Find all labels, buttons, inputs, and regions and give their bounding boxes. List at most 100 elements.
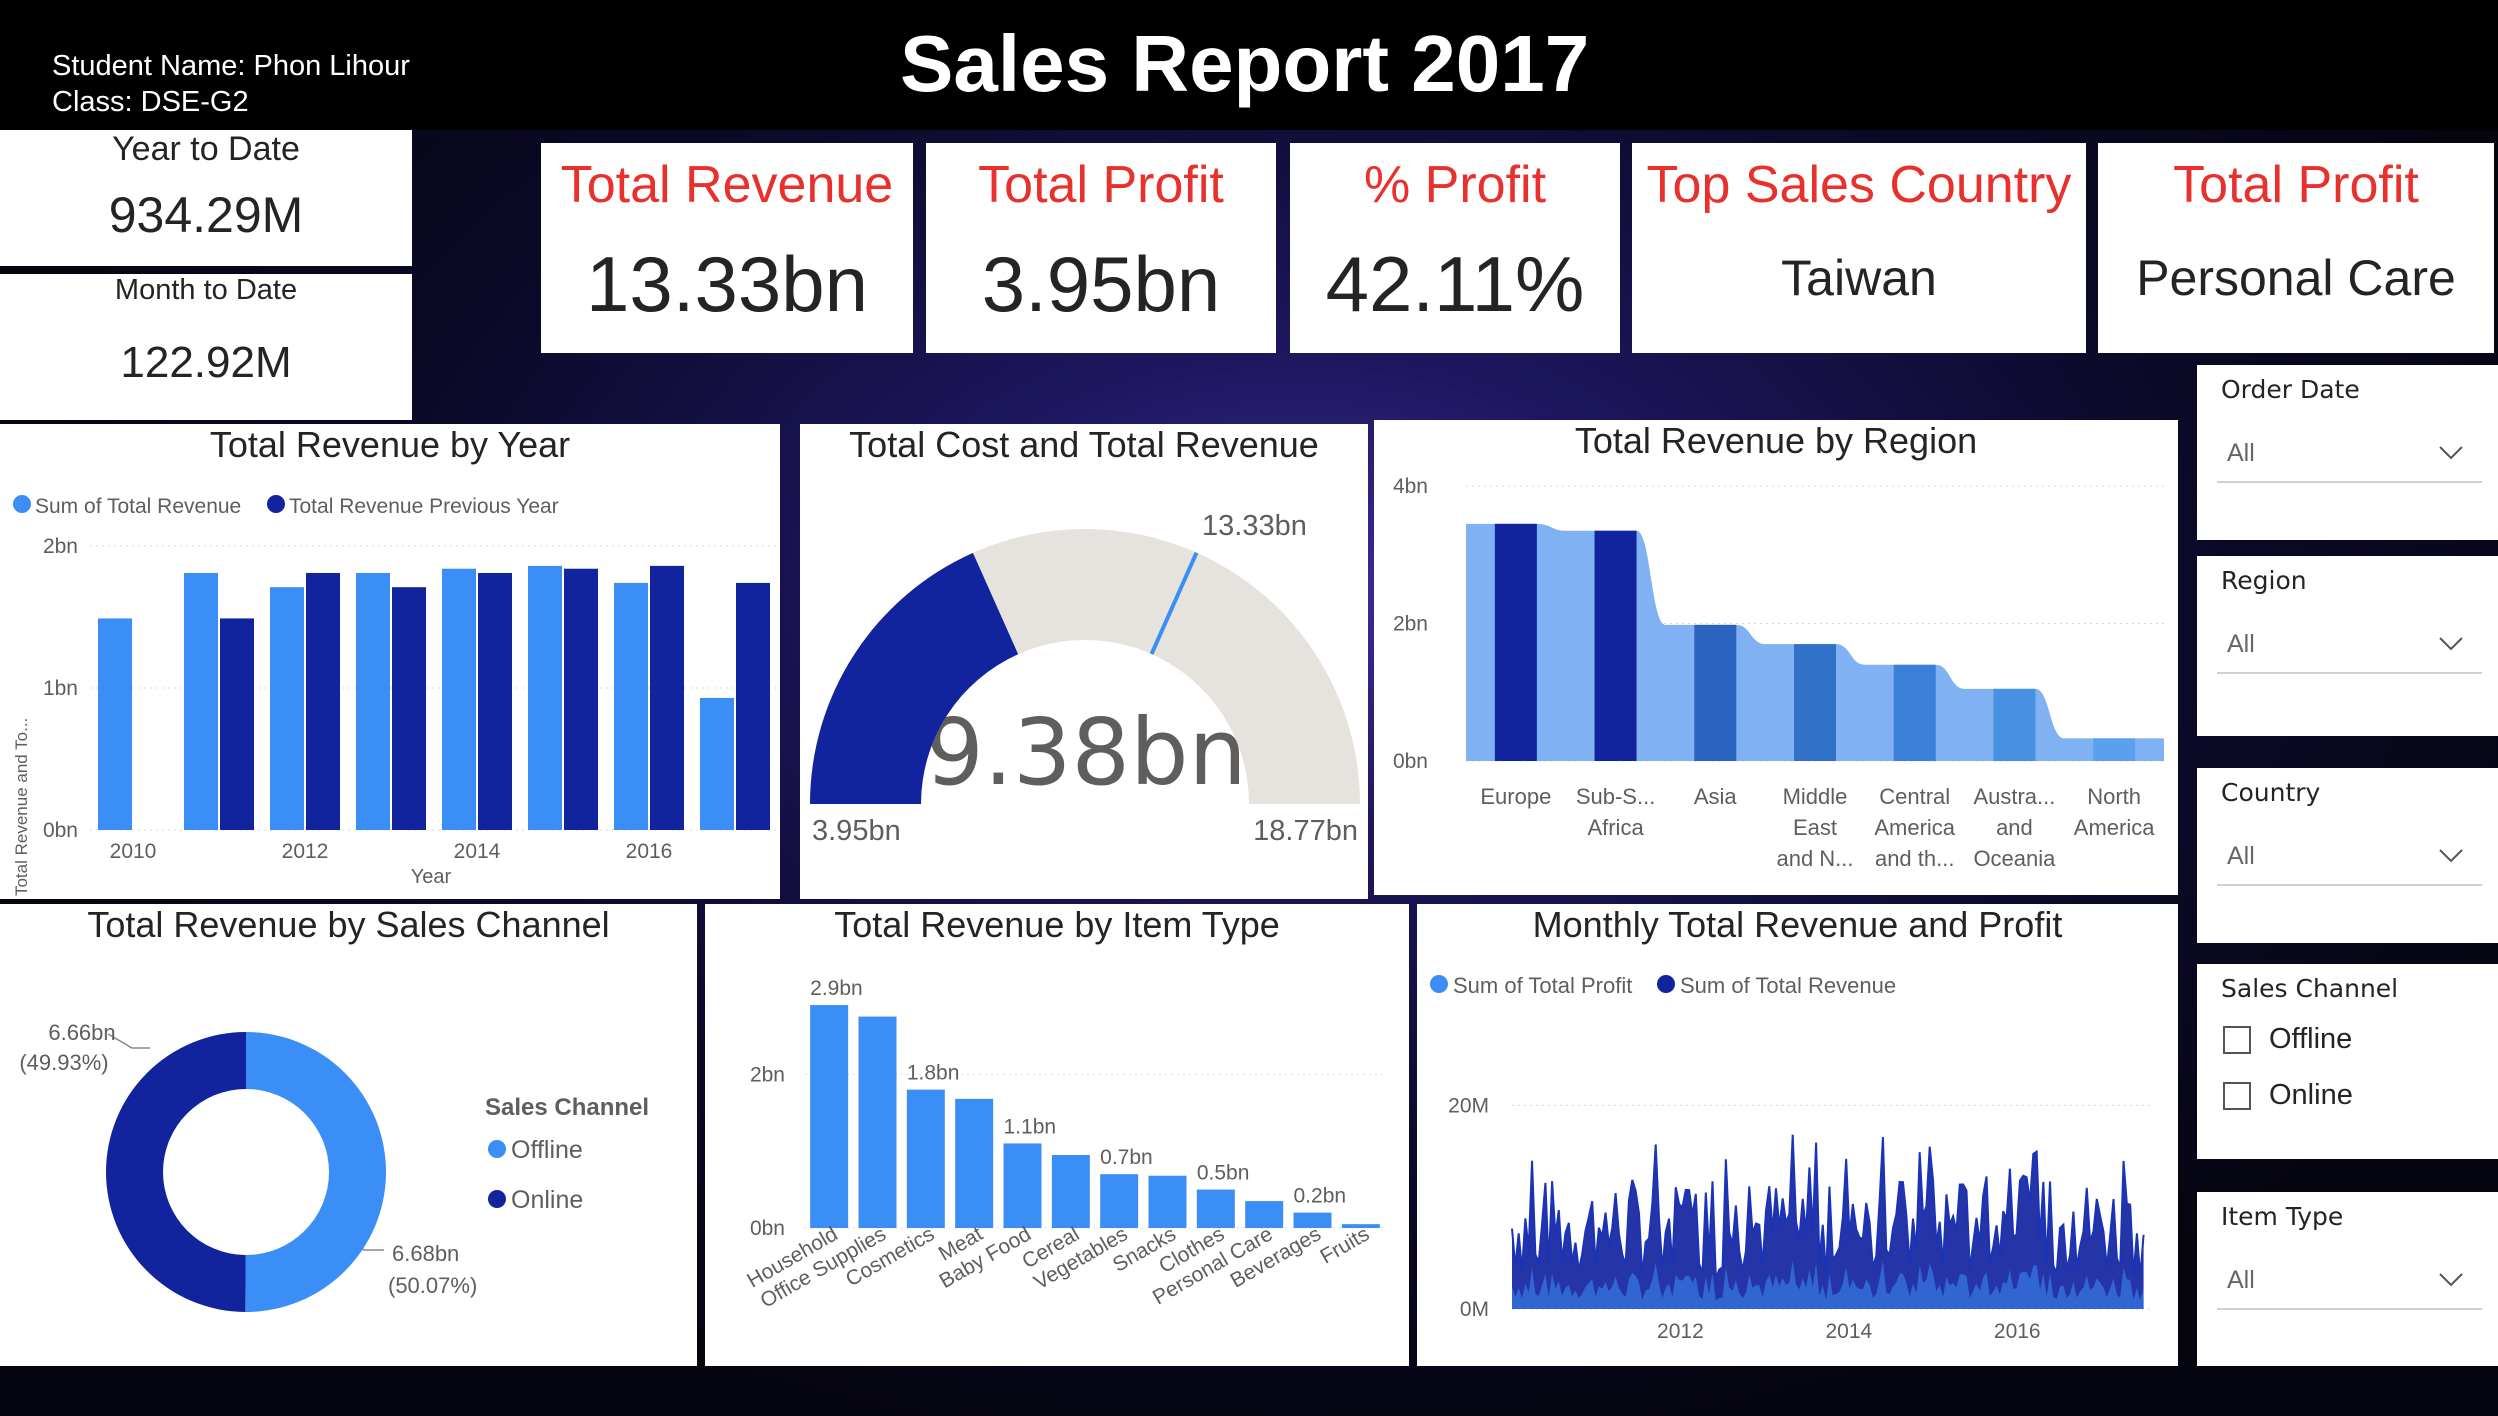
kpi-total-profit: Total Profit 3.95bn [926,143,1276,353]
bar-previous-year [736,582,770,830]
x-tick-label: Oceania [1973,846,2056,871]
revenue-area [1512,1134,2144,1309]
x-tick-label: Africa [1587,815,1644,840]
ribbon-area [1466,523,2164,761]
bar-region [1694,624,1737,761]
slicer-title: Sales Channel [2221,974,2399,1003]
bar-item-type [1341,1224,1380,1228]
legend-label-previous-year: Total Revenue Previous Year [289,495,559,518]
y-tick-label: 0M [1460,1298,1489,1321]
offline-checkbox[interactable] [2223,1026,2251,1054]
gauge-value-label: 9.38bn [925,699,1247,806]
chevron-down-icon [2439,849,2463,863]
offline-checkbox-label[interactable]: Offline [2269,1023,2353,1055]
gauge-target-marker [1149,551,1199,655]
bar-item-type [810,1005,849,1228]
kpi-label: Total Revenue [560,156,894,214]
item-type-dropdown[interactable]: All [2217,1252,2482,1310]
kpi-label: Total Profit [2173,156,2419,214]
bar-region [1893,664,1936,761]
chart-revenue-by-region: Total Revenue by Region 0bn 2bn 4bn Europe S… [1374,420,2178,895]
slicer-item-type: Item Type All [2197,1192,2498,1366]
slicer-title: Region [2221,566,2307,595]
chart-revenue-by-channel: Total Revenue by Sales Channel Sales Cha… [0,904,697,1366]
bar-item-type [1245,1201,1284,1228]
label-offline-value: 6.68bn [392,1241,459,1266]
x-tick-label: East [1793,815,1837,840]
x-tick-label: Central [1879,784,1950,809]
y-axis-title: Sum of Total Revenue and To... [12,718,31,899]
kpi-value: Personal Care [2136,250,2456,306]
order-date-dropdown[interactable]: All [2217,425,2482,483]
chevron-down-icon [2439,1273,2463,1287]
region-dropdown[interactable]: All [2217,616,2482,674]
bar-item-type [955,1098,994,1228]
x-tick-label: Sub-S... [1576,784,1655,809]
x-tick-label: 2016 [626,840,673,863]
legend-label-online: Online [511,1186,583,1214]
slicer-title: Country [2221,778,2321,807]
x-tick-label: 2010 [110,840,157,863]
chart-cost-revenue-gauge: Total Cost and Total Revenue 9.38bn 3.95… [800,424,1368,899]
slicer-title: Order Date [2221,375,2360,404]
chevron-down-icon [2439,637,2463,651]
bar-region [2093,738,2136,761]
kpi-value: Taiwan [1781,250,1937,306]
slicer-order-date: Order Date All [2197,365,2498,540]
legend-label-revenue: Sum of Total Revenue [1680,973,1896,998]
online-checkbox-label[interactable]: Online [2269,1079,2353,1111]
legend-marker-offline [488,1140,506,1158]
kpi-top-profit-item: Total Profit Personal Care [2098,143,2494,353]
y-tick-label: 20M [1448,1094,1489,1117]
x-tick-label: Fruits [1316,1222,1373,1268]
x-tick-label: Asia [1694,784,1738,809]
student-name: Student Name: Phon Lihour [52,50,410,82]
kpi-label: Total Profit [978,156,1224,214]
x-axis-title: Year [411,866,452,888]
bar-revenue [700,697,734,830]
gauge-target-label: 13.33bn [1202,510,1307,542]
data-label: 0.5bn [1197,1162,1250,1185]
bar-item-type [1293,1212,1332,1228]
country-dropdown[interactable]: All [2217,828,2482,886]
kpi-value: 42.11% [1325,240,1585,328]
bar-revenue [442,568,476,830]
y-tick-label: 4bn [1393,475,1428,498]
gauge-value-arc [810,552,1019,804]
x-tick-label: America [1874,815,1955,840]
chevron-down-icon [2439,446,2463,460]
legend-label-profit: Sum of Total Profit [1453,973,1632,998]
class-name: Class: DSE-G2 [52,86,249,118]
chart-title: Monthly Total Revenue and Profit [1532,904,2063,945]
x-tick-label: and th... [1875,846,1955,871]
legend-label-offline: Offline [511,1136,583,1164]
label-offline-percent: (50.07%) [388,1273,477,1298]
ytd-label: Year to Date [112,130,300,168]
slicer-title: Item Type [2221,1202,2344,1231]
dropdown-value: All [2227,439,2255,467]
online-checkbox[interactable] [2223,1082,2251,1110]
bar-revenue [184,572,218,830]
legend-marker-profit [1430,975,1448,993]
legend-marker-online [488,1190,506,1208]
x-tick-label: 2014 [454,840,501,863]
data-label: 0.7bn [1100,1146,1153,1169]
x-tick-label: Austra... [1973,784,2055,809]
dropdown-value: All [2227,630,2255,658]
bar-item-type [1148,1175,1187,1228]
legend-marker-previous-year [267,495,285,513]
bar-revenue [356,572,390,830]
legend-label-revenue: Sum of Total Revenue [35,495,241,518]
dropdown-value: All [2227,842,2255,870]
bar-revenue [270,587,304,830]
donut-slice-offline [245,1032,386,1312]
chart-revenue-by-year: Total Revenue by Year Sum of Total Reven… [0,424,780,899]
bar-previous-year [478,572,512,830]
chart-title: Total Revenue by Year [209,424,571,465]
chart-title: Total Revenue by Sales Channel [87,904,610,945]
label-online-value: 6.66bn [48,1020,115,1045]
bar-item-type [906,1089,945,1228]
bar-item-type [1100,1174,1139,1228]
x-tick-label: Europe [1480,784,1551,809]
bar-previous-year [220,618,254,830]
